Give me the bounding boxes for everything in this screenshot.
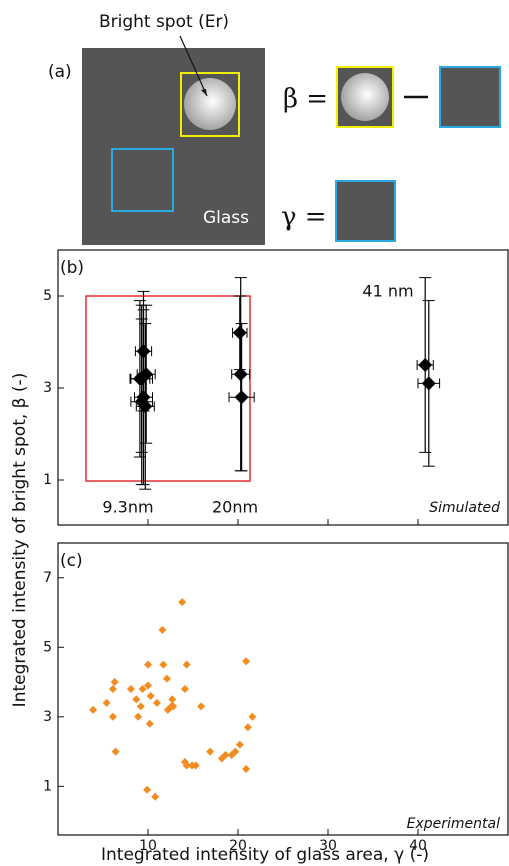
point bbox=[421, 376, 436, 391]
y-tick-label: 5 bbox=[43, 288, 52, 304]
point bbox=[108, 685, 117, 693]
point bbox=[191, 761, 200, 770]
y-tick-label: 3 bbox=[43, 380, 52, 396]
point bbox=[178, 598, 187, 607]
point bbox=[144, 681, 152, 690]
point bbox=[146, 691, 155, 700]
point bbox=[158, 625, 167, 634]
point bbox=[144, 660, 152, 669]
point bbox=[89, 705, 98, 714]
y-tick-label: 3 bbox=[43, 709, 52, 725]
point bbox=[234, 390, 249, 405]
callout-line bbox=[179, 35, 208, 97]
y-tick-label: 1 bbox=[43, 472, 52, 488]
point bbox=[138, 399, 153, 414]
point bbox=[159, 660, 168, 669]
point bbox=[180, 685, 189, 693]
glass-box bbox=[111, 148, 174, 212]
bright-spot bbox=[184, 78, 236, 130]
point bbox=[233, 367, 248, 382]
point bbox=[221, 751, 230, 760]
point bbox=[151, 792, 160, 801]
x-tick-label: 40 bbox=[409, 838, 427, 854]
point bbox=[418, 358, 433, 372]
beta-spot-circle bbox=[341, 73, 389, 121]
point bbox=[145, 719, 154, 728]
point bbox=[143, 785, 152, 794]
region-label: Glass bbox=[203, 208, 249, 228]
point bbox=[182, 761, 191, 770]
panel-label: (c) bbox=[60, 551, 83, 571]
point bbox=[153, 698, 161, 707]
annotation: Simulated bbox=[429, 500, 500, 516]
point bbox=[110, 678, 119, 687]
point bbox=[206, 747, 215, 756]
point bbox=[242, 657, 251, 666]
point bbox=[138, 685, 147, 693]
callout-arrow bbox=[201, 89, 207, 96]
point bbox=[108, 712, 117, 721]
y-tick-label: 1 bbox=[43, 778, 52, 794]
point bbox=[248, 712, 257, 721]
y-tick-label: 7 bbox=[43, 570, 52, 586]
point bbox=[132, 695, 141, 704]
point bbox=[197, 702, 206, 711]
spot-box bbox=[180, 72, 240, 137]
point bbox=[235, 740, 244, 749]
glass-image bbox=[82, 48, 265, 245]
point bbox=[102, 698, 111, 707]
beta-glass bbox=[439, 66, 501, 128]
point bbox=[182, 660, 191, 669]
point bbox=[242, 764, 251, 773]
point bbox=[168, 695, 177, 704]
x-tick-label: 30 bbox=[319, 838, 337, 854]
point bbox=[136, 702, 145, 711]
x-tick-label: 10 bbox=[139, 838, 157, 854]
y-tick-label: 5 bbox=[43, 639, 52, 655]
annotation: 41 nm bbox=[362, 282, 413, 301]
annotation: 9.3nm bbox=[102, 498, 153, 517]
gamma-label: γ = bbox=[281, 202, 327, 232]
point bbox=[134, 712, 143, 721]
point bbox=[111, 747, 120, 756]
callout: Bright spot (Er) bbox=[99, 12, 229, 32]
panel-label: (a) bbox=[48, 62, 72, 82]
point bbox=[126, 685, 135, 693]
point bbox=[232, 325, 247, 340]
gamma-glass bbox=[335, 180, 396, 242]
x-axis-label: Integrated intensity of glass area, γ (-… bbox=[101, 845, 429, 865]
panel-label: (b) bbox=[60, 258, 84, 278]
annotation: Experimental bbox=[407, 816, 500, 832]
selection-box bbox=[85, 295, 251, 482]
point bbox=[243, 723, 252, 732]
x-tick-label: 20 bbox=[229, 838, 247, 854]
plot-frame bbox=[57, 249, 509, 526]
plot-frame bbox=[57, 542, 509, 836]
point bbox=[169, 702, 178, 711]
y-axis-label: Integrated intensity of bright spot, β (… bbox=[10, 373, 30, 708]
point bbox=[162, 674, 171, 683]
beta-label: β = bbox=[283, 84, 328, 114]
point bbox=[231, 747, 240, 756]
annotation: 20nm bbox=[212, 498, 258, 517]
